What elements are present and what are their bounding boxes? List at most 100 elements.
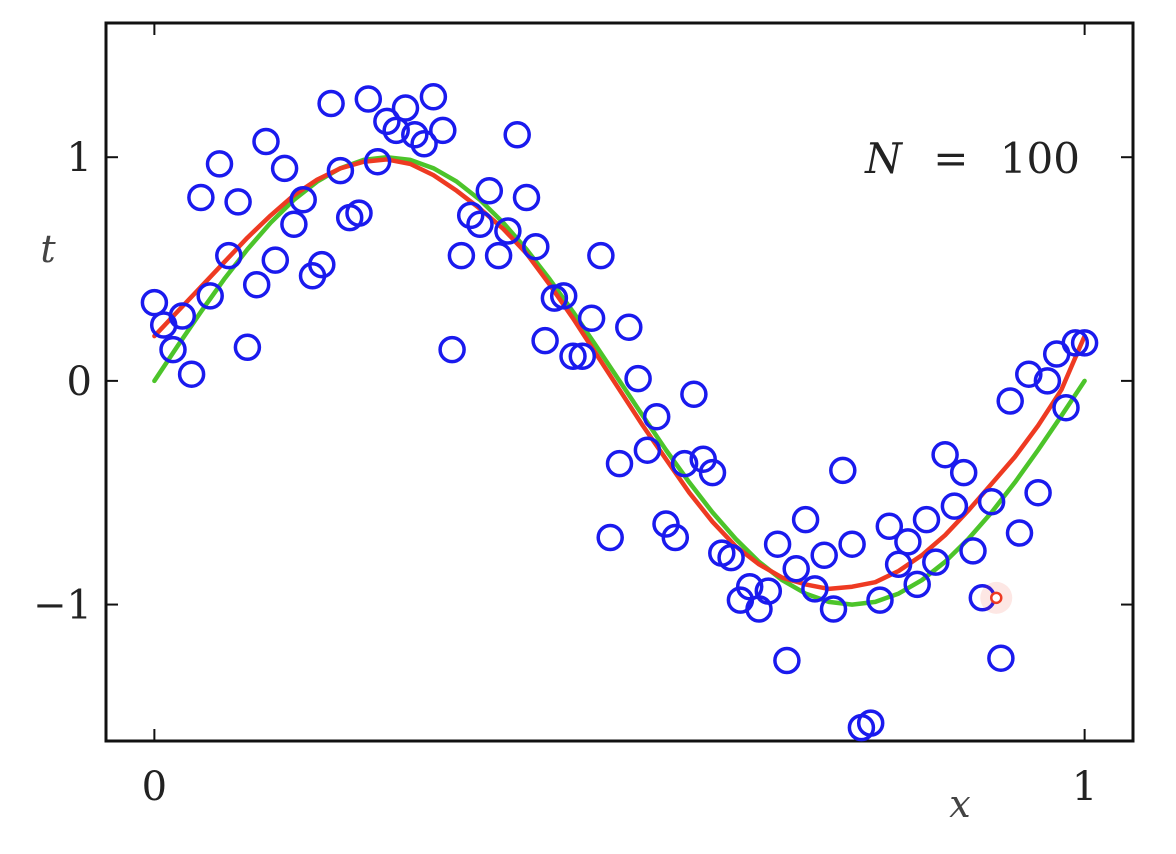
fitted-curve [152,157,1087,592]
data-point [931,440,959,469]
data-point [949,458,978,487]
data-point [224,188,252,216]
data-point [503,121,531,149]
data-point [615,313,643,341]
data-point [763,530,792,558]
data-point [205,150,234,178]
data-point [1015,360,1043,388]
data-point [1024,478,1052,507]
data-point [512,183,541,212]
data-point [373,107,401,136]
data-point [429,116,457,145]
data-point [698,458,727,487]
data-point [624,364,652,393]
data-point [652,510,680,538]
data-point [1061,329,1090,357]
annotation-value: 100 [1000,134,1080,183]
plot-frame [104,21,1135,743]
data-point [940,492,969,520]
data-point [475,177,504,205]
data-point [754,577,783,605]
data-point [866,586,894,614]
data-point [1052,393,1080,422]
data-point [159,335,187,364]
data-point [782,555,810,583]
data-point [559,342,587,371]
data-points [140,83,1099,742]
data-point [354,85,383,113]
data-point [577,304,606,333]
data-point [270,154,299,183]
data-point [633,436,662,464]
data-point [484,241,513,270]
x-tick-label: 1 [1072,764,1097,810]
x-tick-label: 0 [142,764,167,810]
data-point [391,94,420,122]
data-point [382,116,410,145]
data-point [642,402,671,431]
data-point [959,537,987,565]
data-point [717,543,745,572]
y-tick-label: 0 [67,359,92,405]
data-point [233,333,262,362]
data-point [856,709,885,737]
data-point [1005,519,1034,547]
data-point [810,541,838,570]
data-point [140,288,169,317]
data-point [531,326,559,355]
x-axis-ticks [153,23,1086,741]
data-point [987,644,1015,672]
data-point [1070,329,1099,357]
data-point [735,572,764,601]
data-point [773,646,801,675]
data-point [261,246,290,274]
data-point [838,530,866,558]
data-point [922,548,950,576]
data-point [289,185,317,214]
data-point [903,570,931,599]
data-point [894,528,922,556]
data-point [596,523,624,552]
data-point [410,130,438,158]
data-point [456,201,485,230]
plot-area [104,21,1135,743]
data-point [829,456,857,485]
data-point [670,449,699,478]
data-point [568,342,597,371]
data-point [252,127,280,156]
data-point [419,83,448,111]
data-point [791,505,820,534]
data-point [819,595,848,623]
data-point [168,302,197,330]
data-point [447,241,476,270]
y-tick-label: −1 [33,583,92,629]
data-point [345,199,373,227]
data-point [605,449,634,478]
data-point [522,232,550,261]
highlight-dot [990,591,1003,605]
x-axis-label: x [949,782,970,826]
data-point [466,210,494,239]
data-point [317,89,345,118]
y-axis-label: t [40,227,56,271]
data-point [587,241,615,270]
data-point [661,523,690,552]
annotation-equals: = [933,134,968,183]
curves [152,154,1087,607]
data-point [438,335,466,364]
data-point [215,241,243,270]
data-point [1033,367,1062,395]
data-point [401,121,429,149]
data-point [549,282,578,310]
highlight-marker [980,581,1013,614]
data-point [326,156,355,185]
data-point [242,270,271,299]
data-point [494,217,522,245]
data-point [177,360,206,388]
data-point [801,575,829,603]
y-axis-ticks [106,156,1133,606]
y-tick-label: 1 [67,135,92,181]
data-point [308,250,336,279]
